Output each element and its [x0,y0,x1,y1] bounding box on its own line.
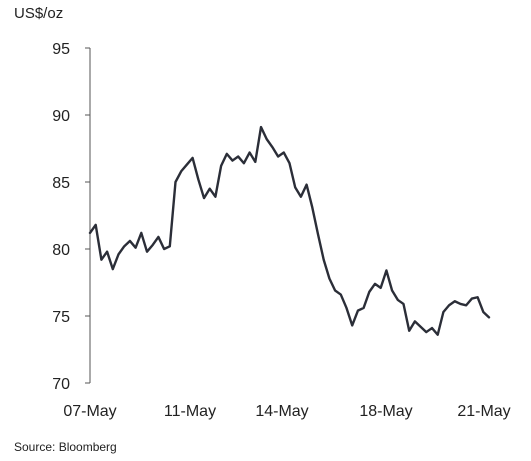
x-axis-ticks: 07-May 11-May 14-May 18-May 21-May [63,403,510,420]
y-axis-ticks: 70 75 80 85 90 95 [52,41,90,393]
y-axis-unit-label: US$/oz [14,5,63,22]
y-tick-label: 90 [52,108,70,125]
source-note: Source: Bloomberg [14,440,117,454]
y-tick-label: 95 [52,41,70,58]
y-tick-label: 70 [52,376,70,393]
x-tick-label: 11-May [164,403,216,420]
x-tick-label: 07-May [63,403,116,420]
x-tick-label: 18-May [359,403,412,420]
y-tick-label: 85 [52,175,70,192]
y-tick-label: 75 [52,309,70,326]
y-tick-label: 80 [52,242,70,259]
series-line [88,125,491,336]
x-tick-label: 21-May [457,403,510,420]
x-tick-label: 14-May [255,403,308,420]
